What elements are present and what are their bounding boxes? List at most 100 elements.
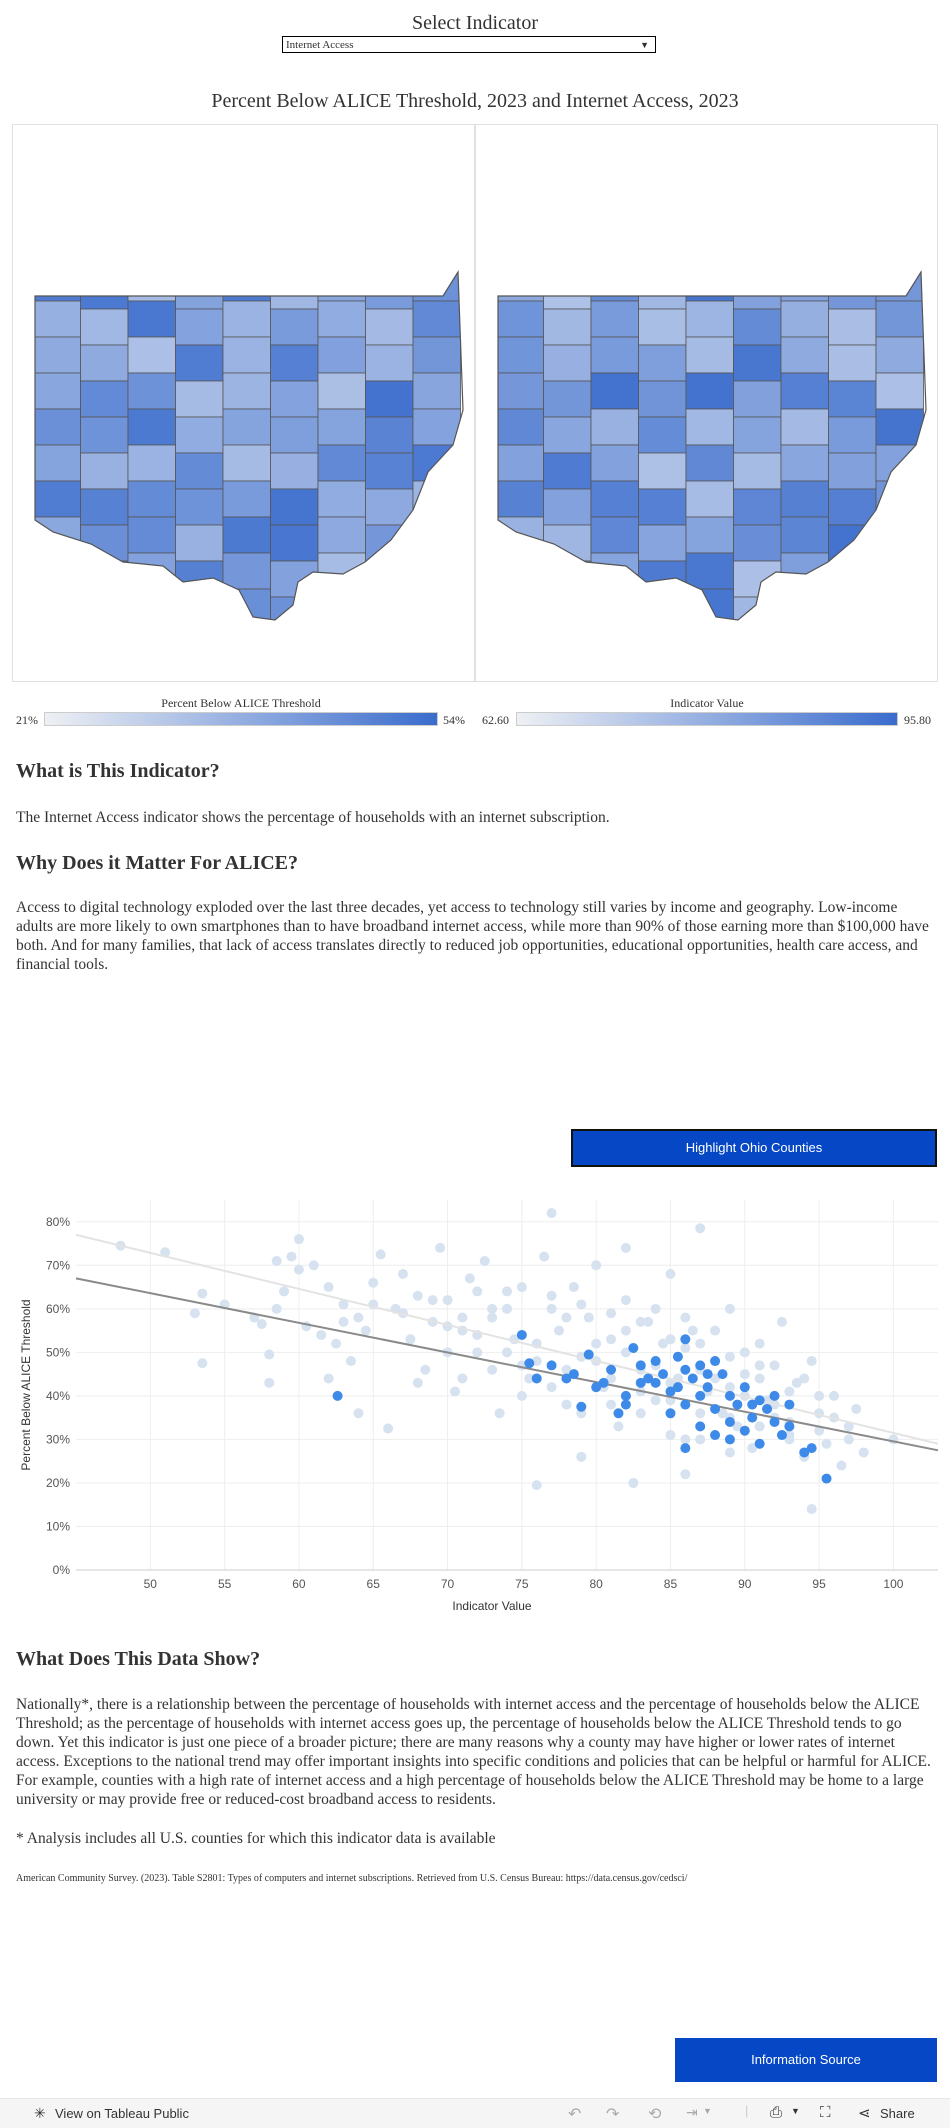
county-point[interactable] bbox=[345, 1356, 356, 1367]
county-shape[interactable] bbox=[412, 372, 461, 410]
county-shape[interactable] bbox=[365, 272, 414, 310]
county-point[interactable] bbox=[754, 1360, 765, 1371]
county-shape[interactable] bbox=[33, 444, 81, 482]
county-shape[interactable] bbox=[365, 344, 414, 382]
ohio-county-point[interactable] bbox=[643, 1373, 654, 1384]
county-shape[interactable] bbox=[317, 444, 366, 482]
county-shape[interactable] bbox=[543, 416, 592, 454]
share-label[interactable]: Share bbox=[880, 2106, 915, 2121]
ohio-county-point[interactable] bbox=[769, 1390, 780, 1401]
ohio-county-point[interactable] bbox=[702, 1382, 713, 1393]
county-shape[interactable] bbox=[733, 272, 782, 310]
county-shape[interactable] bbox=[175, 524, 224, 562]
county-shape[interactable] bbox=[496, 300, 544, 338]
county-point[interactable] bbox=[420, 1364, 431, 1375]
county-point[interactable] bbox=[828, 1390, 839, 1401]
county-point[interactable] bbox=[472, 1347, 483, 1358]
county-shape[interactable] bbox=[222, 588, 271, 625]
county-shape[interactable] bbox=[685, 372, 734, 410]
ohio-county-point[interactable] bbox=[635, 1377, 646, 1388]
county-shape[interactable] bbox=[270, 596, 319, 633]
county-point[interactable] bbox=[650, 1395, 661, 1406]
county-shape[interactable] bbox=[496, 480, 544, 518]
fullscreen-icon[interactable]: ⛶ bbox=[820, 2104, 831, 2121]
county-shape[interactable] bbox=[33, 408, 81, 446]
county-point[interactable] bbox=[546, 1382, 557, 1393]
county-shape[interactable] bbox=[733, 308, 782, 346]
county-point[interactable] bbox=[472, 1286, 483, 1297]
ohio-county-point[interactable] bbox=[687, 1373, 698, 1384]
county-point[interactable] bbox=[814, 1425, 825, 1436]
county-shape[interactable] bbox=[33, 516, 81, 554]
county-shape[interactable] bbox=[590, 444, 639, 482]
county-shape[interactable] bbox=[638, 380, 687, 418]
county-point[interactable] bbox=[836, 1460, 847, 1471]
ohio-county-point[interactable] bbox=[628, 1343, 639, 1353]
ohio-county-point[interactable] bbox=[680, 1334, 691, 1345]
ohio-county-point[interactable] bbox=[717, 1369, 728, 1380]
county-point[interactable] bbox=[635, 1408, 646, 1419]
county-point[interactable] bbox=[843, 1434, 854, 1445]
county-point[interactable] bbox=[442, 1295, 453, 1306]
county-shape[interactable] bbox=[222, 444, 271, 482]
county-point[interactable] bbox=[449, 1386, 460, 1397]
county-point[interactable] bbox=[680, 1343, 691, 1353]
ohio-county-point[interactable] bbox=[754, 1395, 765, 1406]
ohio-county-point[interactable] bbox=[732, 1399, 743, 1410]
county-point[interactable] bbox=[858, 1447, 869, 1458]
county-shape[interactable] bbox=[543, 560, 592, 598]
county-shape[interactable] bbox=[496, 336, 544, 374]
ohio-county-point[interactable] bbox=[635, 1360, 646, 1371]
county-shape[interactable] bbox=[365, 380, 414, 418]
county-shape[interactable] bbox=[33, 588, 81, 625]
county-shape[interactable] bbox=[222, 480, 271, 518]
county-shape[interactable] bbox=[828, 308, 877, 346]
ohio-county-point[interactable] bbox=[672, 1382, 683, 1393]
county-point[interactable] bbox=[427, 1295, 438, 1306]
tableau-logo-icon[interactable]: ✳ bbox=[34, 2105, 46, 2121]
county-shape[interactable] bbox=[685, 336, 734, 374]
county-shape[interactable] bbox=[365, 596, 414, 633]
county-point[interactable] bbox=[516, 1282, 527, 1293]
ohio-county-point[interactable] bbox=[591, 1382, 602, 1393]
county-shape[interactable] bbox=[685, 444, 734, 482]
ohio-county-point[interactable] bbox=[583, 1349, 594, 1360]
county-point[interactable] bbox=[412, 1290, 423, 1301]
county-shape[interactable] bbox=[270, 524, 319, 562]
county-shape[interactable] bbox=[543, 596, 592, 633]
county-point[interactable] bbox=[710, 1325, 721, 1336]
county-shape[interactable] bbox=[270, 452, 319, 490]
county-shape[interactable] bbox=[80, 488, 129, 526]
county-point[interactable] bbox=[739, 1347, 750, 1358]
county-point[interactable] bbox=[606, 1399, 617, 1410]
county-shape[interactable] bbox=[780, 372, 829, 410]
county-shape[interactable] bbox=[127, 300, 176, 338]
county-shape[interactable] bbox=[222, 300, 271, 338]
highlight-ohio-button[interactable]: Highlight Ohio Counties bbox=[571, 1129, 937, 1167]
county-shape[interactable] bbox=[365, 488, 414, 526]
county-shape[interactable] bbox=[127, 372, 176, 410]
county-point[interactable] bbox=[665, 1269, 676, 1279]
county-point[interactable] bbox=[754, 1373, 765, 1384]
county-shape[interactable] bbox=[270, 272, 319, 310]
county-point[interactable] bbox=[197, 1288, 208, 1299]
ohio-county-point[interactable] bbox=[724, 1390, 735, 1401]
county-shape[interactable] bbox=[317, 516, 366, 554]
county-shape[interactable] bbox=[638, 488, 687, 526]
county-point[interactable] bbox=[784, 1434, 795, 1445]
county-shape[interactable] bbox=[828, 344, 877, 382]
county-point[interactable] bbox=[502, 1286, 512, 1297]
county-shape[interactable] bbox=[80, 416, 129, 454]
county-point[interactable] bbox=[494, 1408, 505, 1419]
county-shape[interactable] bbox=[780, 588, 829, 625]
county-shape[interactable] bbox=[317, 300, 366, 338]
county-point[interactable] bbox=[620, 1242, 631, 1253]
county-shape[interactable] bbox=[80, 272, 129, 310]
county-point[interactable] bbox=[695, 1434, 706, 1445]
ohio-county-point[interactable] bbox=[672, 1351, 683, 1362]
ohio-county-point[interactable] bbox=[799, 1447, 810, 1458]
county-point[interactable] bbox=[546, 1208, 557, 1219]
county-point[interactable] bbox=[620, 1325, 631, 1336]
county-point[interactable] bbox=[724, 1303, 735, 1314]
county-shape[interactable] bbox=[875, 372, 924, 410]
